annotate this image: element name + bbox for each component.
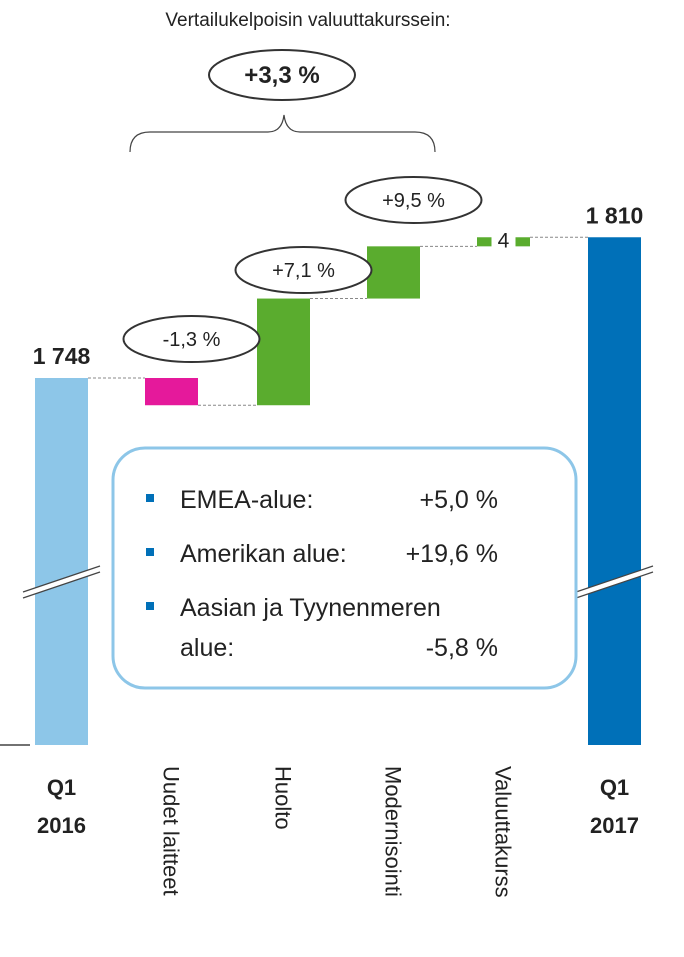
subtitle: Vertailukelpoisin valuuttakurssein: bbox=[165, 10, 450, 31]
break-line bbox=[22, 565, 101, 593]
bullet bbox=[146, 602, 154, 610]
bar bbox=[588, 237, 641, 745]
region-value: +19,6 % bbox=[406, 540, 498, 568]
value-label: 1 748 bbox=[33, 343, 91, 369]
bullet bbox=[146, 494, 154, 502]
headline: +3,3 % bbox=[244, 62, 319, 89]
label-line: Aasian ja Tyynenmeren bbox=[180, 594, 441, 622]
x-tick-label: Q1 2016 bbox=[37, 775, 86, 838]
annotation-ellipse bbox=[344, 176, 483, 224]
region-value: -5,8 % bbox=[426, 634, 498, 662]
annotation: +9,5 % bbox=[382, 190, 445, 212]
value-label: 1 810 bbox=[586, 202, 644, 228]
brace bbox=[129, 114, 436, 153]
bar bbox=[145, 378, 198, 406]
bar bbox=[35, 378, 88, 745]
label-line: Q1 bbox=[47, 775, 76, 800]
break-line bbox=[575, 565, 654, 593]
x-tick-label: Q1 2017 bbox=[590, 775, 639, 838]
break-line bbox=[575, 571, 654, 599]
x-tick-label: Uudet laitteet bbox=[159, 766, 184, 896]
annotation: -1,3 % bbox=[163, 329, 221, 351]
headline-ellipse bbox=[208, 49, 356, 101]
bar bbox=[367, 246, 420, 299]
bullet bbox=[146, 548, 154, 556]
label-line: 2017 bbox=[590, 813, 639, 838]
value-label: 4 bbox=[498, 229, 510, 252]
region-box bbox=[111, 446, 578, 690]
axis-break bbox=[576, 566, 653, 598]
label-line: 2016 bbox=[37, 813, 86, 838]
region-label: Aasian ja Tyynenmeren alue: bbox=[180, 594, 441, 662]
region-label: EMEA-alue: bbox=[180, 486, 313, 514]
break-line bbox=[22, 571, 101, 599]
annotation-ellipse bbox=[122, 315, 261, 363]
label-bg bbox=[491, 229, 516, 252]
region-value: +5,0 % bbox=[419, 486, 498, 514]
bar bbox=[257, 298, 310, 406]
axis-break bbox=[23, 566, 100, 598]
label-line: alue: bbox=[180, 634, 234, 662]
x-tick-label: Valuuttakurss bbox=[491, 766, 516, 898]
x-tick-label: Modernisointi bbox=[381, 766, 406, 897]
annotation: +7,1 % bbox=[272, 260, 335, 282]
label-line: Q1 bbox=[600, 775, 629, 800]
region-label: Amerikan alue: bbox=[180, 540, 347, 568]
x-tick-label: Huolto bbox=[271, 766, 296, 830]
annotation-ellipse bbox=[234, 246, 373, 294]
